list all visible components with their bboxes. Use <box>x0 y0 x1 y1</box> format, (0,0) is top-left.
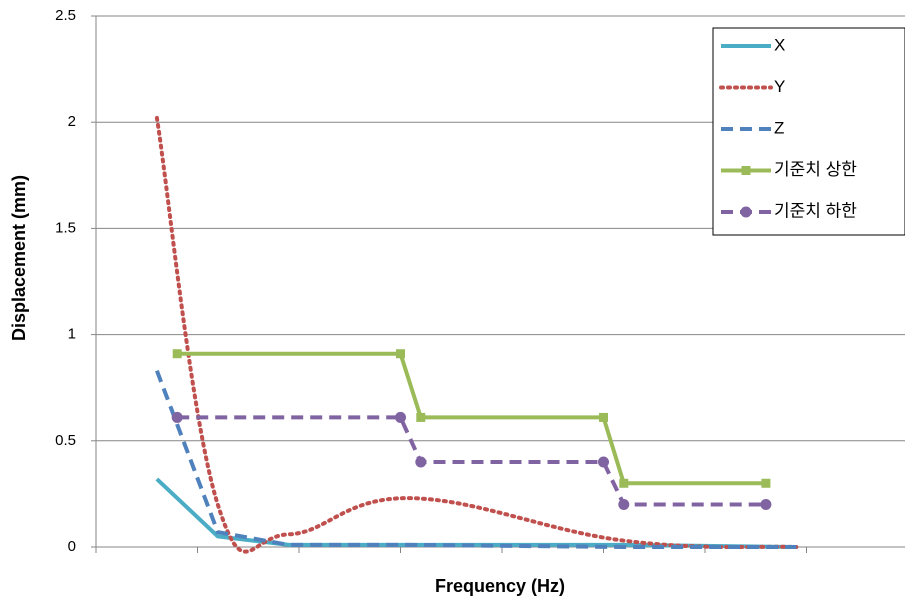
x-axis-title: Frequency (Hz) <box>435 576 565 596</box>
series-line <box>157 479 796 547</box>
legend-label: 기준치 상한 <box>774 160 857 179</box>
series-line <box>177 417 766 504</box>
y-tick-label: 1.5 <box>55 219 76 236</box>
legend-label: 기준치 하한 <box>774 201 857 220</box>
marker <box>396 349 405 358</box>
marker <box>172 412 183 423</box>
legend-label: Z <box>774 118 784 137</box>
y-tick-label: 0 <box>68 538 76 555</box>
marker <box>741 207 752 218</box>
marker <box>618 499 629 510</box>
marker <box>173 349 182 358</box>
marker <box>415 457 426 468</box>
y-tick-label: 0.5 <box>55 432 76 449</box>
legend-label: Y <box>774 77 785 96</box>
y-tick-label: 1 <box>68 326 76 343</box>
marker <box>742 166 751 175</box>
marker <box>761 479 770 488</box>
legend-label: X <box>774 35 785 54</box>
chart: Frequency (Hz) Displacement (mm) 0 0.5 1 1.… <box>0 0 905 607</box>
y-tick-label: 2 <box>68 113 76 130</box>
marker <box>598 457 609 468</box>
y-axis-title: Displacement (mm) <box>9 175 29 341</box>
page: {"chart_data": { "type": "line", "x_labe… <box>0 0 905 607</box>
y-tick-label: 2.5 <box>55 7 76 24</box>
marker <box>599 413 608 422</box>
series-line <box>157 371 796 547</box>
marker <box>416 413 425 422</box>
marker <box>619 479 628 488</box>
marker <box>395 412 406 423</box>
marker <box>760 499 771 510</box>
